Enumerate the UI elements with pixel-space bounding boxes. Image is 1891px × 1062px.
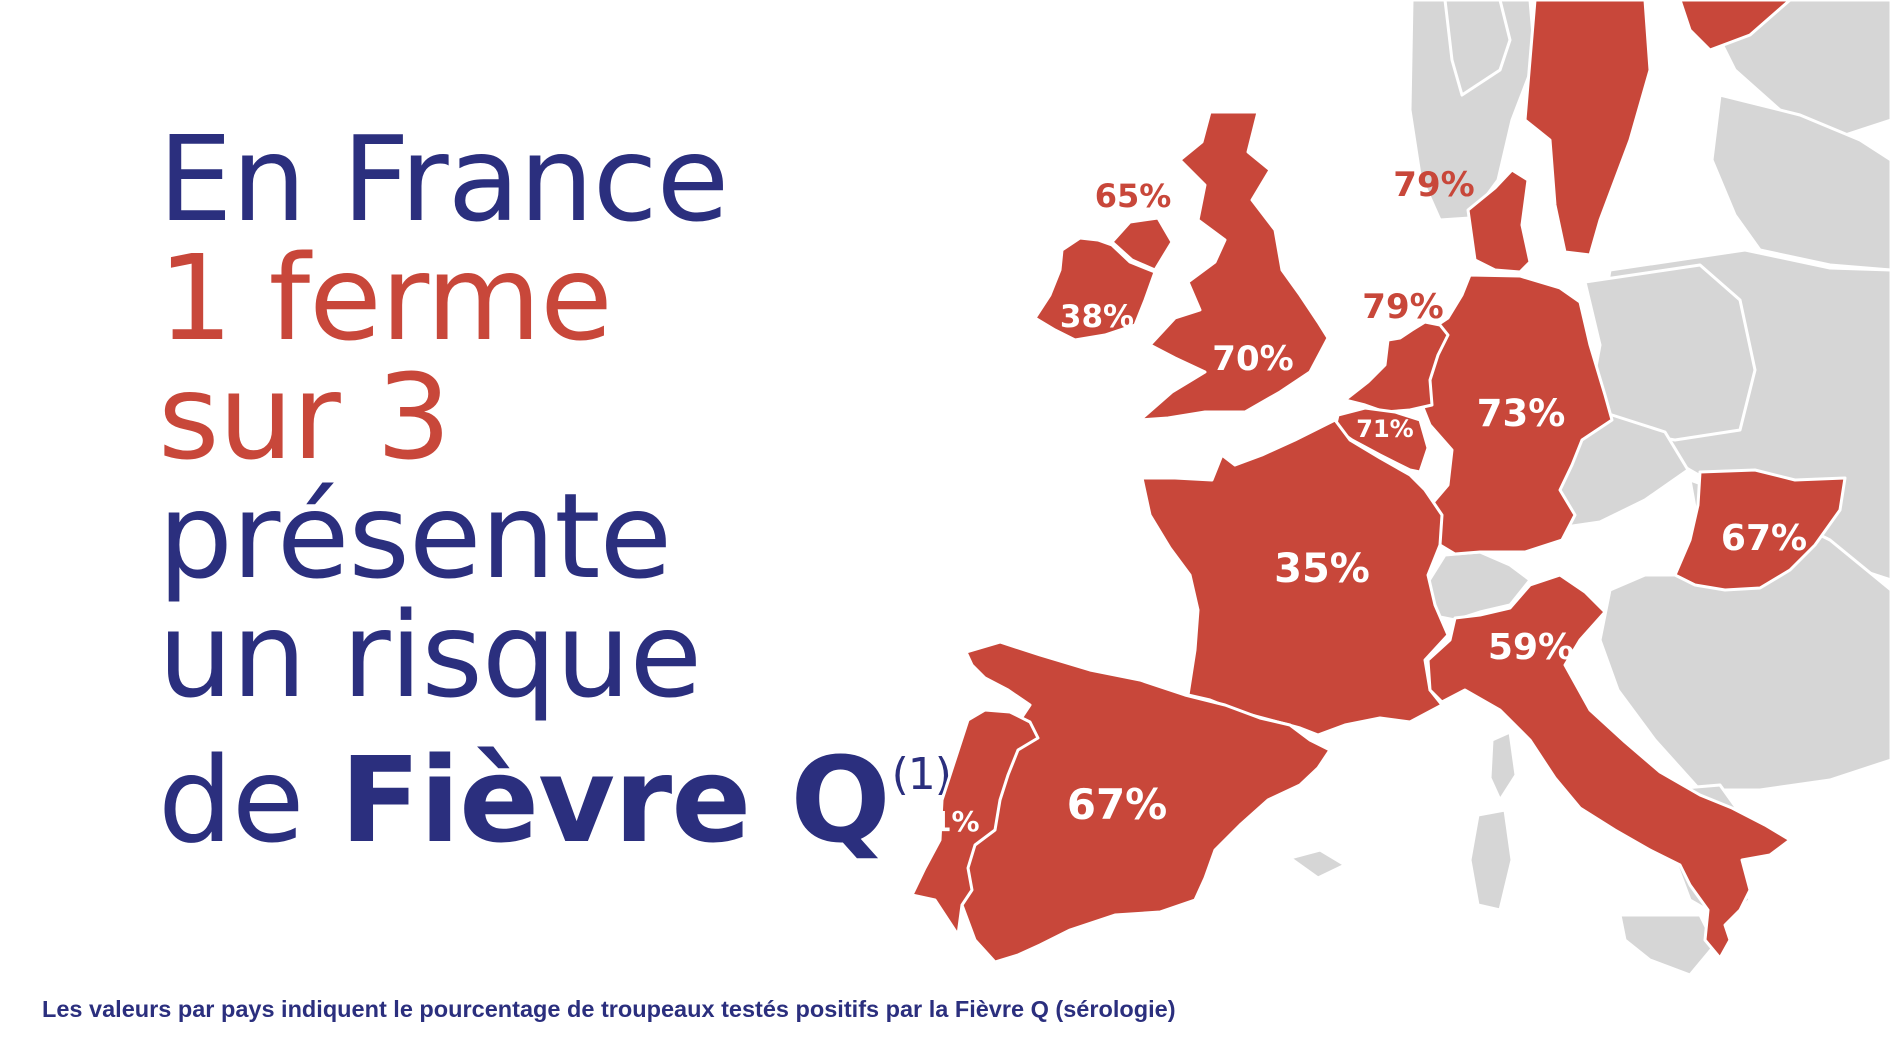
land-romania-balkans: [1598, 478, 1891, 792]
label-hungary: 67%: [1721, 518, 1807, 559]
footnote: Les valeurs par pays indiquent le pource…: [42, 996, 1176, 1022]
label-germany: 73%: [1477, 392, 1566, 435]
country-great-britain: [1138, 110, 1330, 422]
headline-fievre-q: Fièvre Q: [340, 731, 891, 869]
land-balearic: [1288, 848, 1347, 880]
headline-line-1: En France: [158, 110, 729, 248]
headline-line-4: présente: [158, 467, 672, 605]
headline-line-6-prefix: de: [158, 731, 341, 869]
country-italy: [1426, 573, 1792, 960]
label-great-britain: 70%: [1212, 339, 1293, 379]
country-denmark: [1466, 168, 1532, 274]
land-sicily: [1618, 913, 1717, 977]
label-spain: 67%: [1067, 780, 1168, 829]
headline-line-3: sur 3: [158, 348, 451, 486]
label-netherlands: 79%: [1362, 287, 1443, 327]
label-northern-ireland: 65%: [1095, 177, 1172, 215]
country-norway-sweden: [1523, 0, 1652, 257]
country-northern-ireland: [1110, 216, 1174, 272]
country-hungary: [1673, 468, 1847, 592]
label-belgium: 71%: [1356, 415, 1413, 443]
country-finland-top: [1678, 0, 1792, 52]
label-portugal: 61%: [912, 805, 979, 838]
country-ireland: [1033, 236, 1157, 342]
headline-line-2: 1 ferme: [158, 229, 613, 367]
label-france: 35%: [1274, 546, 1370, 592]
country-labels: 65% 38% 70% 79% 79% 71% 73% 35% 67% 59% …: [912, 165, 1807, 838]
country-portugal: [910, 708, 1040, 937]
land-sardinia: [1468, 808, 1514, 912]
land-corsica: [1488, 730, 1518, 802]
highlighted-countries: [910, 0, 1847, 964]
headline: En France 1 ferme sur 3 présente un risq…: [158, 110, 952, 860]
land-sweden: [1443, 0, 1512, 97]
country-netherlands: [1343, 320, 1450, 414]
label-ireland: 38%: [1060, 299, 1134, 335]
headline-line-5: un risque: [158, 586, 702, 724]
headline-line-6: de Fièvre Q(1): [158, 715, 952, 860]
label-italy: 59%: [1488, 627, 1574, 668]
footnote-reference: (1): [891, 749, 952, 800]
country-france: [1140, 418, 1450, 737]
label-denmark: 79%: [1393, 165, 1474, 205]
